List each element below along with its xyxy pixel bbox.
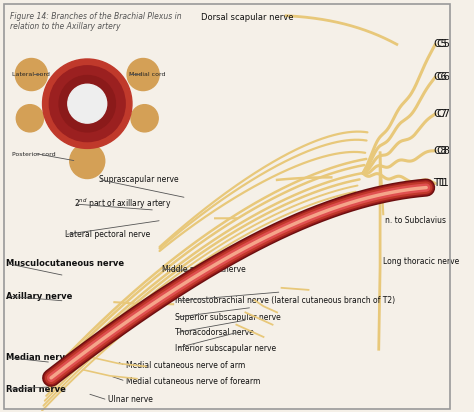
Text: Thoracodorsal nerve: Thoracodorsal nerve [175,328,254,337]
Text: Ulnar nerve: Ulnar nerve [108,396,153,405]
Text: Dorsal scapular nerve: Dorsal scapular nerve [201,13,294,22]
Text: Musculocutaneous nerve: Musculocutaneous nerve [6,259,124,268]
Text: C5: C5 [436,40,450,49]
Text: C5: C5 [433,40,447,49]
Text: Inferior subscapular nerve: Inferior subscapular nerve [175,344,276,353]
Text: Middle pectoral nerve: Middle pectoral nerve [162,265,246,274]
Text: Medial cutaneous nerve of forearm: Medial cutaneous nerve of forearm [126,377,260,386]
Text: Lateral pectoral nerve: Lateral pectoral nerve [64,230,150,239]
Text: C6: C6 [433,72,447,82]
Text: C8: C8 [436,146,450,156]
Text: Radial nerve: Radial nerve [6,385,66,394]
Text: Axillary nerve: Axillary nerve [6,292,72,300]
Text: C6: C6 [436,72,450,82]
Text: Long thoracic nerve: Long thoracic nerve [383,257,459,266]
Text: Figure 14: Branches of the Brachial Plexus in
relation to the Axillary artery: Figure 14: Branches of the Brachial Plex… [10,12,182,31]
Text: C8: C8 [433,146,447,156]
Text: T1: T1 [436,178,449,189]
Text: Median nerve: Median nerve [6,353,71,362]
Text: C7: C7 [436,109,450,119]
Text: Intercostobrachial nerve (lateral cutaneous branch of T2): Intercostobrachial nerve (lateral cutane… [175,297,395,305]
Text: C7: C7 [433,109,447,119]
Text: Medial cutaneous nerve of arm: Medial cutaneous nerve of arm [126,361,245,370]
Text: T1: T1 [433,178,446,189]
Text: Superior subscapular nerve: Superior subscapular nerve [175,313,281,322]
Text: Suprascapular nerve: Suprascapular nerve [99,175,178,184]
Text: 2$^{nd}$ part of axillary artery: 2$^{nd}$ part of axillary artery [73,197,171,211]
Text: n. to Subclavius: n. to Subclavius [384,216,446,225]
